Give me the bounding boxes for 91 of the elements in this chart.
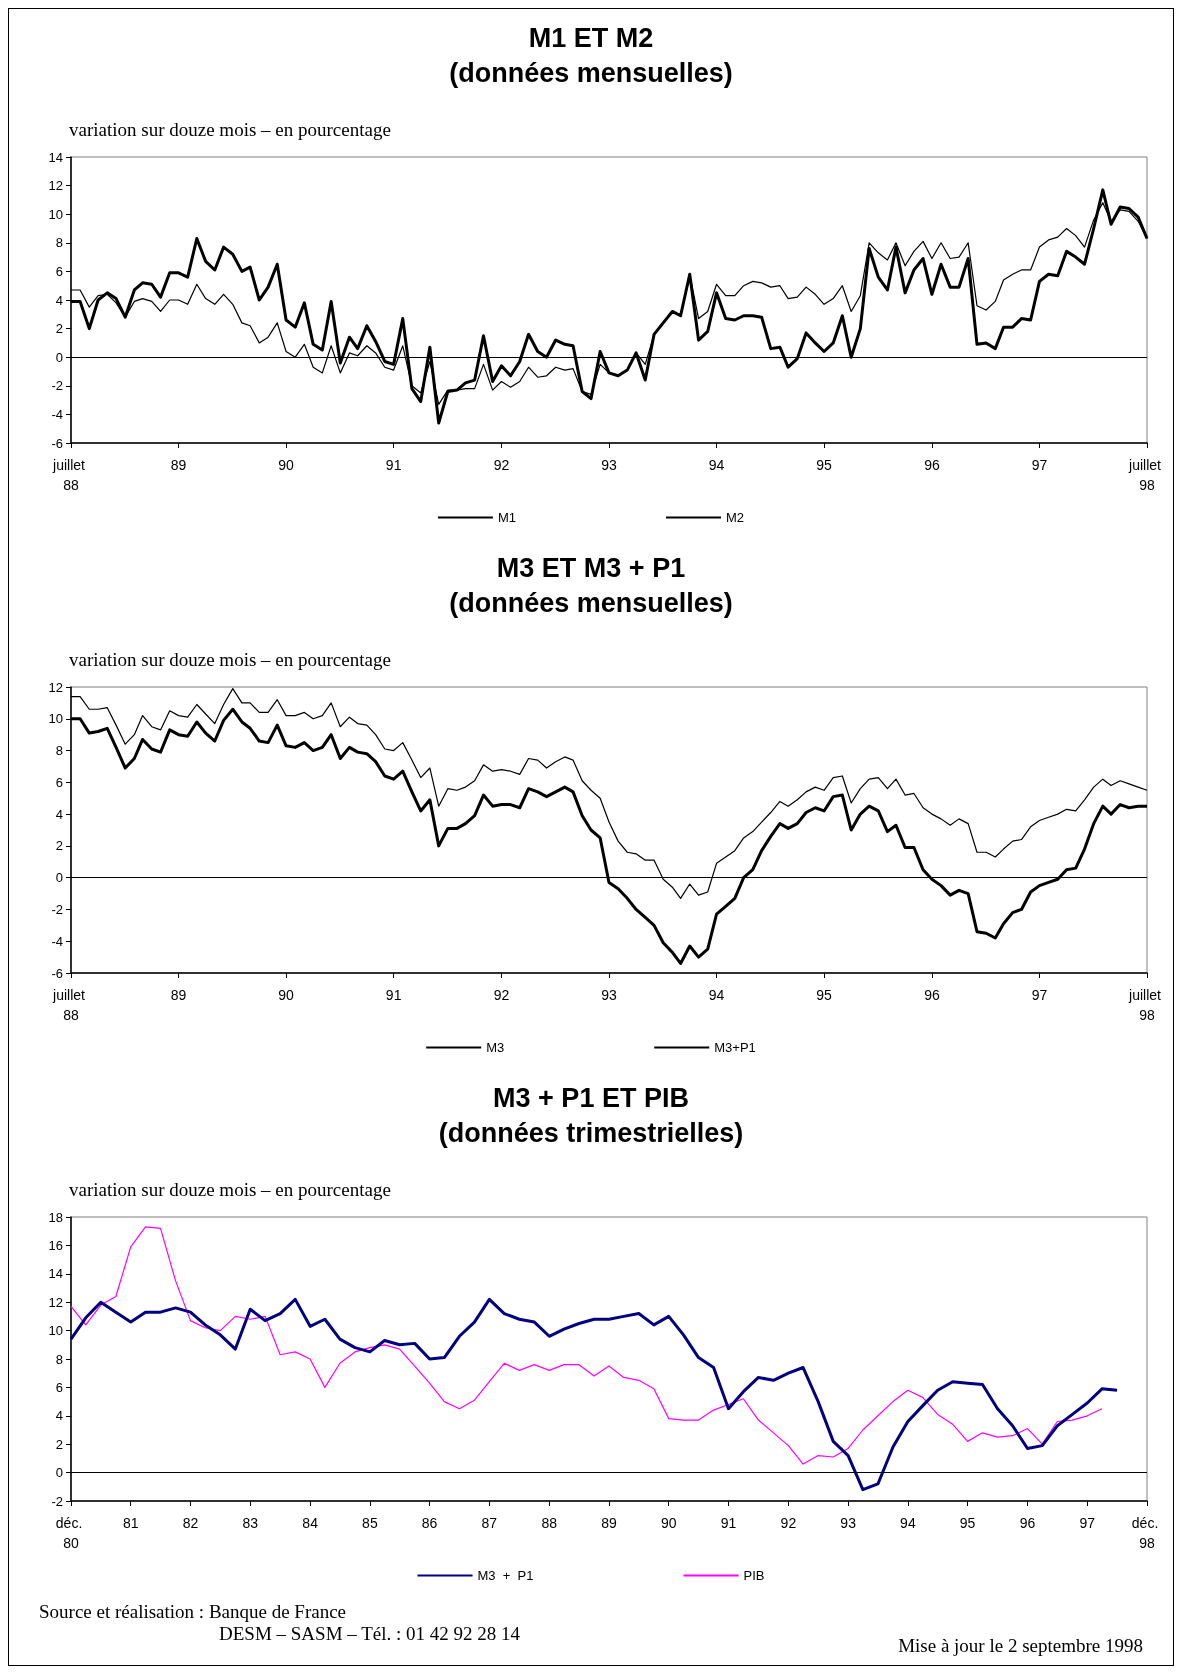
source-note: Source et réalisation : Banque de France [39, 1601, 348, 1623]
x-tick-label: 89 [601, 1515, 617, 1531]
y-tick-label: 14 [48, 1266, 63, 1282]
text: Mise à jour le 2 septembre 1998 [898, 1635, 1143, 1657]
x-tick-label: 96 [924, 457, 940, 473]
x-tick-label: 83 [242, 1515, 259, 1531]
legend-label: M1 [497, 510, 516, 525]
y-tick-label: 10 [48, 711, 63, 727]
x-tick-label: 91 [385, 987, 402, 1003]
y-axis-title: variation sur douze mois – en pourcentage [69, 649, 391, 670]
x-tick-label: juillet 88 [52, 457, 89, 493]
x-tick-label: 86 [421, 1515, 438, 1531]
y-tick-label: 6 [55, 774, 63, 790]
y-tick-label: 0 [55, 1465, 63, 1481]
x-tick-label: 82 [182, 1515, 199, 1531]
y-axis-title: variation sur douze mois – en pourcentage [69, 1179, 391, 1200]
text: DESM – SASM – Tél. : 01 42 92 28 14 [219, 1623, 521, 1644]
y-tick-label: 0 [55, 870, 63, 886]
x-tick-label: juillet 98 [1128, 457, 1165, 493]
y-tick-label: 2 [55, 1436, 63, 1452]
y-tick-label: 18 [48, 1209, 63, 1225]
x-tick-label: 91 [385, 457, 402, 473]
x-tick-label: 84 [302, 1515, 319, 1531]
y-axis-title: variation sur douze mois – en pourcentage [69, 119, 391, 140]
y-tick-label: -2 [51, 1493, 63, 1509]
x-tick-label: 97 [1079, 1515, 1096, 1531]
x-tick-label: 90 [278, 987, 295, 1003]
chart-subtitle: (données trimestrielles) [438, 1117, 744, 1148]
y-tick-label: 8 [55, 235, 63, 251]
legend-label: PIB [743, 1568, 765, 1583]
x-tick-label: juillet 98 [1128, 987, 1165, 1023]
x-tick-label: 94 [900, 1515, 916, 1531]
x-tick-label: 95 [959, 1515, 976, 1531]
x-tick-label: 93 [601, 457, 617, 473]
x-tick-label: 91 [720, 1515, 737, 1531]
y-tick-label: 12 [48, 679, 63, 695]
legend-label: M3+P1 [714, 1040, 756, 1055]
y-tick-label: 8 [55, 1351, 63, 1367]
x-tick-label: 96 [924, 987, 940, 1003]
chart-title: M3 + P1 ET PIB [493, 1082, 689, 1113]
legend-label: M2 [726, 510, 745, 525]
y-tick-label: 4 [55, 292, 63, 308]
legend-label: M3 [486, 1040, 505, 1055]
x-tick-label: déc. 98 [1131, 1515, 1163, 1551]
legend-label: M3 + P1 [477, 1568, 534, 1583]
x-tick-label: 92 [493, 457, 510, 473]
y-tick-label: 4 [55, 806, 63, 822]
x-tick-label: 85 [362, 1515, 378, 1531]
y-tick-label: -2 [51, 378, 63, 394]
y-tick-label: 6 [55, 1379, 63, 1395]
x-tick-label: 93 [840, 1515, 857, 1531]
x-tick-label: juillet 88 [52, 987, 89, 1023]
x-tick-label: 88 [541, 1515, 558, 1531]
y-tick-label: 10 [48, 1323, 63, 1339]
y-tick-label: 0 [55, 349, 63, 365]
chart-subtitle: (données mensuelles) [449, 587, 733, 618]
x-tick-label: 94 [708, 987, 725, 1003]
x-tick-label: 89 [170, 457, 187, 473]
x-tick-label: 93 [601, 987, 617, 1003]
y-tick-label: 6 [55, 263, 63, 279]
y-tick-label: 10 [48, 206, 63, 222]
chart-title: M1 ET M2 [528, 22, 654, 53]
y-tick-label: 16 [48, 1237, 63, 1253]
x-tick-label: 90 [660, 1515, 677, 1531]
x-tick-label: 96 [1019, 1515, 1036, 1531]
y-tick-label: -6 [51, 435, 63, 451]
x-tick-label: déc. 80 [55, 1515, 87, 1551]
y-tick-label: 14 [48, 149, 63, 165]
x-tick-label: 94 [708, 457, 725, 473]
y-tick-label: -4 [51, 406, 63, 422]
chart-title: M3 ET M3 + P1 [496, 552, 686, 583]
x-tick-label: 92 [780, 1515, 797, 1531]
x-tick-label: 90 [278, 457, 295, 473]
y-tick-label: 8 [55, 743, 63, 759]
x-tick-label: 89 [170, 987, 187, 1003]
x-tick-label: 97 [1031, 457, 1048, 473]
x-tick-label: 95 [816, 457, 833, 473]
chart-subtitle: (données mensuelles) [449, 57, 733, 88]
x-tick-label: 92 [493, 987, 510, 1003]
y-tick-label: 2 [55, 321, 63, 337]
x-tick-label: 87 [481, 1515, 498, 1531]
y-tick-label: -6 [51, 965, 63, 981]
x-tick-label: 95 [816, 987, 833, 1003]
y-tick-label: -2 [51, 901, 63, 917]
y-tick-label: -4 [51, 933, 63, 949]
x-tick-label: 97 [1031, 987, 1048, 1003]
y-tick-label: 12 [48, 178, 63, 194]
y-tick-label: 4 [55, 1408, 63, 1424]
x-tick-label: 81 [122, 1515, 139, 1531]
y-tick-label: 12 [48, 1294, 63, 1310]
y-tick-label: 2 [55, 838, 63, 854]
